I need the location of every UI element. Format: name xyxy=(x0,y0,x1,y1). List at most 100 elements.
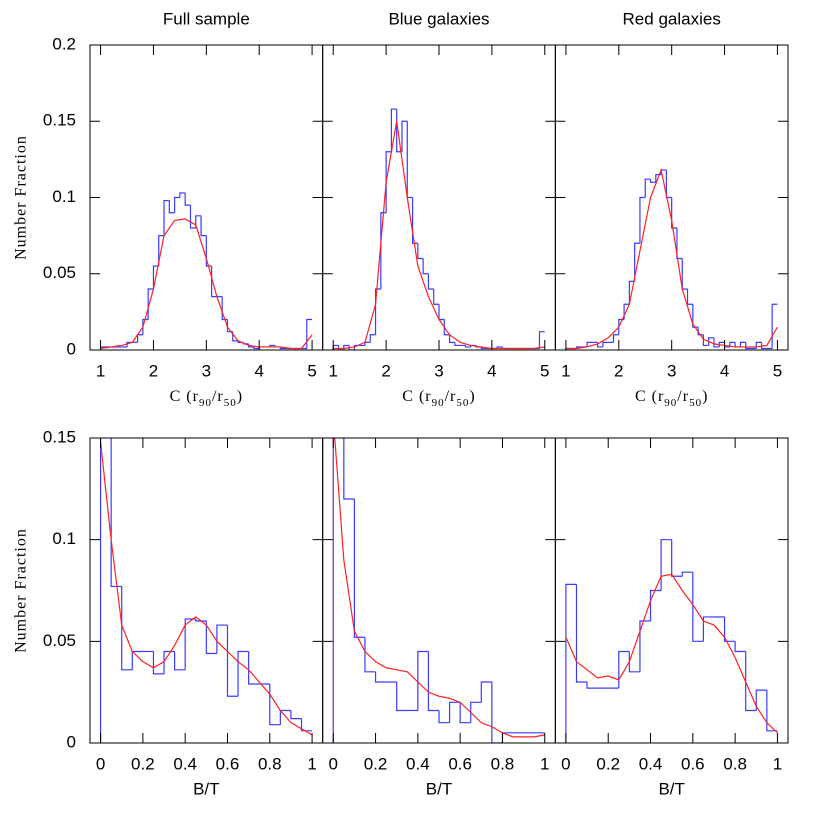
histogram-step xyxy=(422,258,429,275)
histogram-step xyxy=(168,200,175,214)
fit-line xyxy=(99,442,313,736)
x-axis-label-part: 50 xyxy=(224,397,237,409)
x-axis-label: C (r90/r50) xyxy=(170,388,243,409)
fit-line xyxy=(565,167,778,350)
histogram-step xyxy=(702,616,714,642)
histogram-step xyxy=(195,618,207,622)
histogram-step xyxy=(152,265,159,289)
x-axis-label-part: 50 xyxy=(689,397,702,409)
histogram-step xyxy=(692,572,704,642)
histogram-step xyxy=(755,341,762,349)
x-axis-label: C (r90/r50) xyxy=(402,388,475,409)
x-tick-label: 2 xyxy=(614,361,623,380)
histogram-step xyxy=(443,319,450,336)
histogram-step xyxy=(745,651,757,712)
histogram-step xyxy=(332,344,339,350)
x-tick-label: 5 xyxy=(307,361,316,380)
histogram-step xyxy=(396,682,408,712)
histogram-step xyxy=(417,243,424,260)
histogram-step xyxy=(216,624,228,654)
histogram-step xyxy=(158,235,165,267)
histogram-step xyxy=(634,242,640,282)
histogram-step xyxy=(438,304,445,321)
histogram-step xyxy=(269,684,281,726)
x-tick-label: 0.8 xyxy=(258,754,282,773)
y-tick-label: 0.1 xyxy=(52,529,76,548)
histogram-step xyxy=(348,345,355,350)
panel xyxy=(99,192,313,350)
x-tick-label: 1 xyxy=(329,361,338,380)
histogram-step xyxy=(665,170,672,199)
histogram-step xyxy=(628,280,635,305)
histogram-step xyxy=(612,334,619,343)
x-tick-label: 1 xyxy=(540,754,549,773)
y-tick-label: 0.05 xyxy=(43,631,76,650)
y-axis-label: Number Fraction xyxy=(13,528,30,653)
histogram-step xyxy=(406,121,413,199)
histogram-step xyxy=(380,212,387,289)
histogram-step xyxy=(152,651,165,675)
histogram-step xyxy=(337,345,344,350)
histogram-step xyxy=(644,178,651,198)
y-tick-label: 0.15 xyxy=(43,427,76,446)
histogram-step xyxy=(708,337,714,346)
x-tick-label: 2 xyxy=(381,361,390,380)
histogram-step xyxy=(745,342,751,350)
histogram-step xyxy=(586,341,593,347)
x-axis-label-part: 50 xyxy=(456,397,469,409)
histogram-step xyxy=(639,196,646,244)
histogram-step xyxy=(401,120,408,152)
histogram-step xyxy=(729,341,736,347)
histogram-step xyxy=(374,288,381,335)
panel xyxy=(99,438,313,743)
x-axis-label-part: C (r xyxy=(170,388,199,405)
x-tick-label: 0.8 xyxy=(723,754,747,773)
histogram-step xyxy=(713,337,720,348)
x-tick-label: 1 xyxy=(561,361,570,380)
histogram-step xyxy=(459,702,471,724)
histogram-step xyxy=(300,718,313,732)
fit-line xyxy=(333,121,545,350)
x-axis-label: C (r90/r50) xyxy=(635,388,708,409)
x-tick-label: 0 xyxy=(561,754,570,773)
histogram-step xyxy=(237,650,249,697)
fit-line xyxy=(100,218,313,350)
x-axis-label: B/T xyxy=(658,779,684,798)
histogram-step xyxy=(332,438,334,743)
histogram-step xyxy=(602,341,609,347)
histogram-step xyxy=(136,334,143,343)
frame xyxy=(322,437,556,744)
histogram-step xyxy=(353,499,365,638)
x-axis-label-part: ) xyxy=(237,388,243,405)
x-tick-label: 3 xyxy=(434,361,443,380)
histogram-step xyxy=(99,438,102,743)
x-axis-label-part: 90 xyxy=(664,397,677,409)
histogram-step xyxy=(364,341,371,346)
y-axis-label: Number Fraction xyxy=(13,135,30,260)
x-axis-label-part: C (r xyxy=(635,388,664,405)
x-tick-label: 1 xyxy=(773,754,782,773)
panel xyxy=(565,539,778,743)
x-axis-label-part: /r xyxy=(212,388,224,405)
x-axis-label: B/T xyxy=(426,779,452,798)
histogram-step xyxy=(179,192,186,198)
histogram-step xyxy=(374,671,387,683)
x-tick-label: 2 xyxy=(149,361,158,380)
x-tick-label: 0.4 xyxy=(639,754,663,773)
histogram-step xyxy=(575,584,588,683)
x-axis-label-part: /r xyxy=(677,388,689,405)
histogram-step xyxy=(184,192,191,206)
x-axis-label-part: ) xyxy=(469,388,475,405)
histogram-step xyxy=(681,571,693,577)
frame xyxy=(554,437,789,744)
x-tick-label: 5 xyxy=(773,361,782,380)
x-tick-label: 0.4 xyxy=(173,754,197,773)
histogram-step xyxy=(739,341,746,347)
histogram-step xyxy=(205,621,217,655)
x-tick-label: 0.4 xyxy=(406,754,430,773)
histogram-step xyxy=(226,625,239,697)
histogram-step xyxy=(538,331,545,349)
histogram-step xyxy=(734,342,741,348)
x-tick-label: 1 xyxy=(307,754,316,773)
histogram-step xyxy=(411,197,418,244)
